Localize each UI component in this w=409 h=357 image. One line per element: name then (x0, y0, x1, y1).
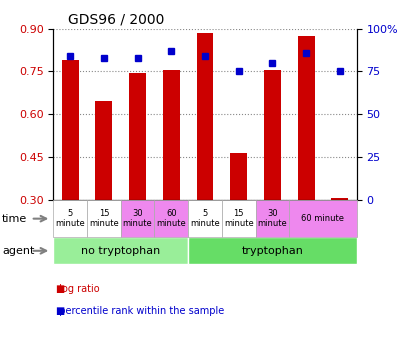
Text: GDS96 / 2000: GDS96 / 2000 (68, 12, 164, 26)
Text: ■: ■ (55, 306, 65, 316)
Text: 15
minute: 15 minute (223, 209, 253, 228)
Text: 30
minute: 30 minute (122, 209, 152, 228)
Bar (62, 60, 79, 200)
Bar (196, 33, 213, 200)
Text: no tryptophan: no tryptophan (81, 246, 160, 256)
Bar (162, 70, 179, 200)
Text: tryptophan: tryptophan (241, 246, 303, 256)
Text: 5
minute: 5 minute (55, 209, 85, 228)
Text: 5
minute: 5 minute (190, 209, 219, 228)
Bar (330, 198, 347, 200)
Text: percentile rank within the sample: percentile rank within the sample (53, 306, 224, 316)
Bar (297, 36, 314, 200)
Text: 15
minute: 15 minute (89, 209, 119, 228)
Text: log ratio: log ratio (53, 284, 100, 294)
Bar (95, 101, 112, 200)
Text: 30
minute: 30 minute (257, 209, 287, 228)
Bar (129, 73, 146, 200)
Text: agent: agent (2, 246, 34, 256)
Bar (263, 70, 280, 200)
Bar (230, 153, 247, 200)
Text: time: time (2, 213, 27, 224)
Text: 60 minute: 60 minute (301, 214, 344, 223)
Text: ■: ■ (55, 284, 65, 294)
Text: 60
minute: 60 minute (156, 209, 186, 228)
